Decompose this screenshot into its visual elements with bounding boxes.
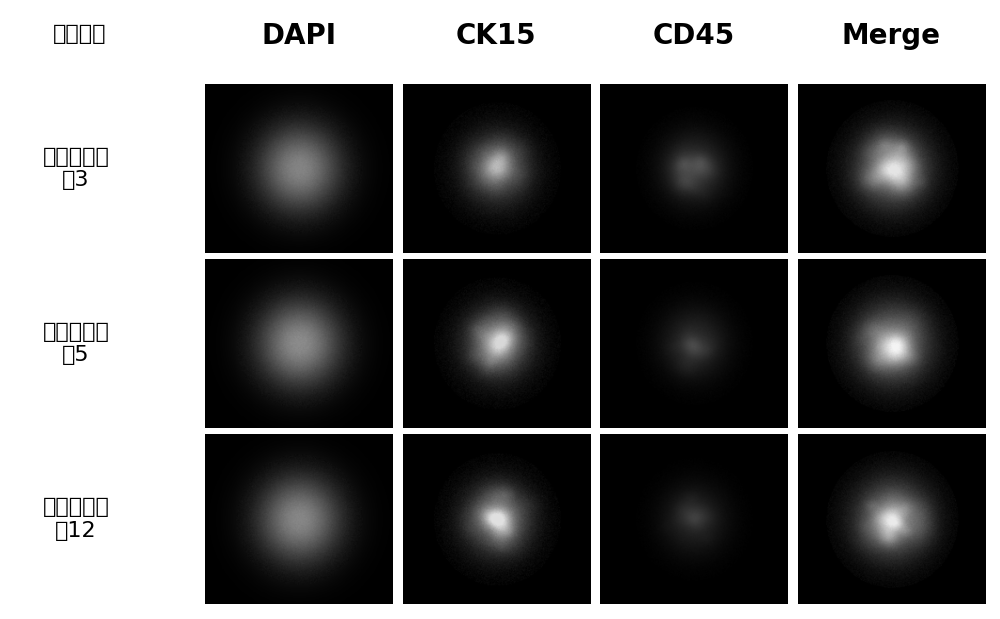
Text: 样本编号: 样本编号 bbox=[53, 24, 107, 44]
Text: 晚期前列腺
癌12: 晚期前列腺 癌12 bbox=[43, 497, 109, 540]
Text: 早期前列腺
癌5: 早期前列腺 癌5 bbox=[43, 322, 109, 365]
Text: 早期前列腺
癌3: 早期前列腺 癌3 bbox=[43, 147, 109, 190]
Text: Merge: Merge bbox=[842, 22, 941, 50]
Text: CD45: CD45 bbox=[653, 22, 735, 50]
Text: CK15: CK15 bbox=[456, 22, 537, 50]
Text: DAPI: DAPI bbox=[261, 22, 336, 50]
